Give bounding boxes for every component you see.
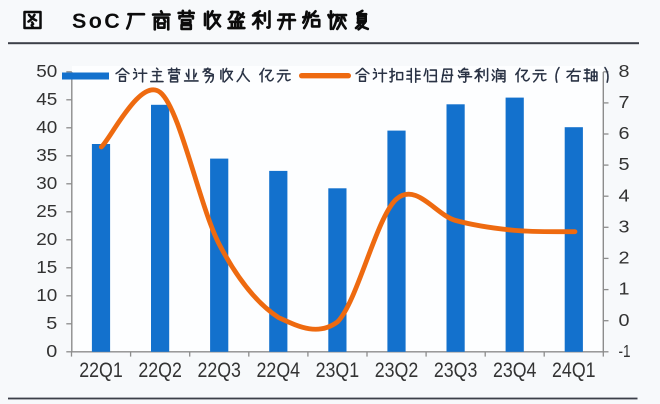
svg-text:23Q2: 23Q2 <box>375 359 419 382</box>
svg-text:15: 15 <box>36 257 57 277</box>
svg-text:24Q1: 24Q1 <box>552 359 596 382</box>
svg-text:22Q2: 22Q2 <box>138 359 182 382</box>
svg-text:30: 30 <box>36 173 57 193</box>
svg-text:0: 0 <box>46 341 57 361</box>
svg-text:10: 10 <box>36 285 57 305</box>
svg-text:8: 8 <box>619 61 630 81</box>
svg-text:50: 50 <box>36 61 57 81</box>
svg-text:SoC: SoC <box>72 9 122 33</box>
svg-text:23Q1: 23Q1 <box>316 359 360 382</box>
svg-text:23Q4: 23Q4 <box>493 359 537 382</box>
svg-text:7: 7 <box>619 92 630 112</box>
svg-text:1: 1 <box>619 279 630 299</box>
svg-text:2: 2 <box>619 248 630 268</box>
svg-text:25: 25 <box>36 201 57 221</box>
svg-text:6: 6 <box>619 123 630 143</box>
svg-text:45: 45 <box>36 89 57 109</box>
svg-text:-1: -1 <box>619 341 631 361</box>
svg-text:20: 20 <box>36 229 57 249</box>
svg-text:3: 3 <box>619 216 630 236</box>
svg-text:4: 4 <box>619 185 630 205</box>
svg-text:5: 5 <box>619 154 630 174</box>
svg-text:5: 5 <box>46 313 57 333</box>
svg-text:23Q3: 23Q3 <box>434 359 478 382</box>
svg-text:35: 35 <box>36 145 57 165</box>
svg-text:22Q1: 22Q1 <box>79 359 123 382</box>
svg-text:22Q4: 22Q4 <box>257 359 301 382</box>
svg-text:0: 0 <box>619 310 630 330</box>
svg-text:40: 40 <box>36 117 57 137</box>
svg-text:22Q3: 22Q3 <box>197 359 241 382</box>
